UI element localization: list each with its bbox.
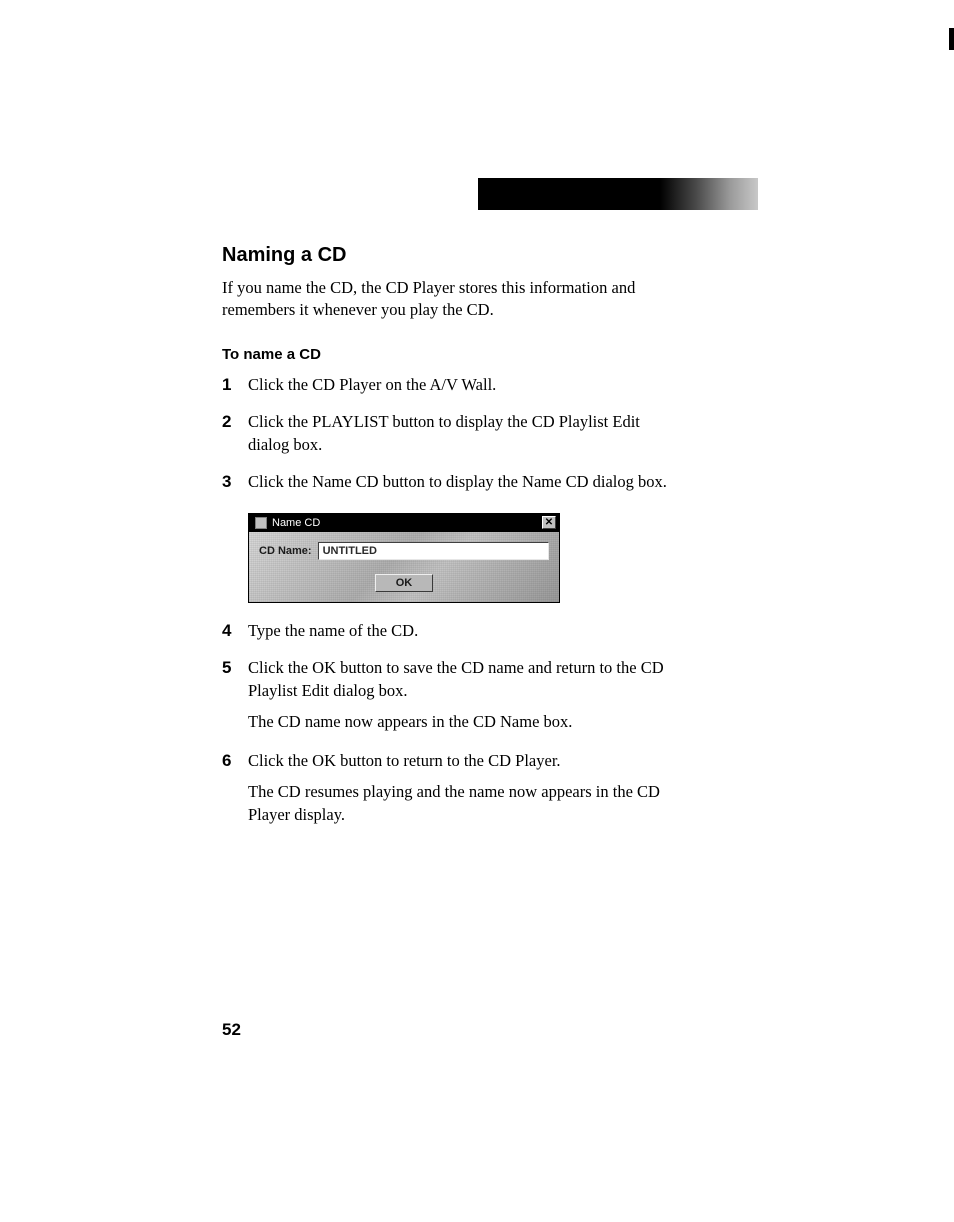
dialog-body: CD Name: UNTITLED OK [249, 532, 559, 602]
step-body: Click the PLAYLIST button to display the… [248, 410, 668, 462]
step-body: Click the OK button to return to the CD … [248, 749, 668, 834]
step-text: Click the OK button to return to the CD … [248, 749, 668, 772]
procedure-steps: 1 Click the CD Player on the A/V Wall. 2… [222, 373, 762, 499]
document-page: Naming a CD If you name the CD, the CD P… [0, 0, 954, 1222]
step-item: 6 Click the OK button to return to the C… [222, 749, 762, 834]
chapter-header-bar [478, 178, 758, 210]
step-body: Type the name of the CD. [248, 619, 418, 648]
step-text: Click the PLAYLIST button to display the… [248, 410, 668, 456]
dialog-titlebar-left: Name CD [255, 517, 320, 529]
cd-name-input[interactable]: UNTITLED [318, 542, 549, 560]
cd-name-label: CD Name: [259, 545, 312, 557]
step-number: 3 [222, 470, 248, 494]
dialog-app-icon [255, 517, 267, 529]
step-text: Click the Name CD button to display the … [248, 470, 667, 493]
step-text: The CD name now appears in the CD Name b… [248, 710, 668, 733]
step-body: Click the CD Player on the A/V Wall. [248, 373, 496, 402]
page-content: Naming a CD If you name the CD, the CD P… [222, 244, 762, 843]
step-body: Click the Name CD button to display the … [248, 470, 667, 499]
section-title: Naming a CD [222, 244, 762, 267]
step-number: 1 [222, 373, 248, 397]
dialog-title-text: Name CD [272, 517, 320, 529]
procedure-title: To name a CD [222, 346, 762, 363]
step-item: 4 Type the name of the CD. [222, 619, 762, 648]
page-number: 52 [222, 1020, 241, 1040]
dialog-button-row: OK [259, 574, 549, 592]
step-number: 2 [222, 410, 248, 434]
step-body: Click the OK button to save the CD name … [248, 656, 668, 741]
intro-paragraph: If you name the CD, the CD Player stores… [222, 277, 652, 322]
step-number: 4 [222, 619, 248, 643]
step-item: 5 Click the OK button to save the CD nam… [222, 656, 762, 741]
step-number: 6 [222, 749, 248, 773]
dialog-titlebar[interactable]: Name CD ✕ [249, 514, 559, 532]
step-item: 3 Click the Name CD button to display th… [222, 470, 762, 499]
close-icon[interactable]: ✕ [542, 516, 556, 529]
step-number: 5 [222, 656, 248, 680]
step-text: Click the CD Player on the A/V Wall. [248, 373, 496, 396]
step-text: Type the name of the CD. [248, 619, 418, 642]
step-text: Click the OK button to save the CD name … [248, 656, 668, 702]
step-text: The CD resumes playing and the name now … [248, 780, 668, 826]
step-item: 2 Click the PLAYLIST button to display t… [222, 410, 762, 462]
step-item: 1 Click the CD Player on the A/V Wall. [222, 373, 762, 402]
scan-edge-mark [949, 28, 954, 50]
name-cd-dialog-figure: Name CD ✕ CD Name: UNTITLED OK [248, 513, 560, 603]
ok-button[interactable]: OK [375, 574, 433, 592]
procedure-steps-continued: 4 Type the name of the CD. 5 Click the O… [222, 619, 762, 835]
name-cd-dialog: Name CD ✕ CD Name: UNTITLED OK [248, 513, 560, 603]
cd-name-row: CD Name: UNTITLED [259, 542, 549, 560]
